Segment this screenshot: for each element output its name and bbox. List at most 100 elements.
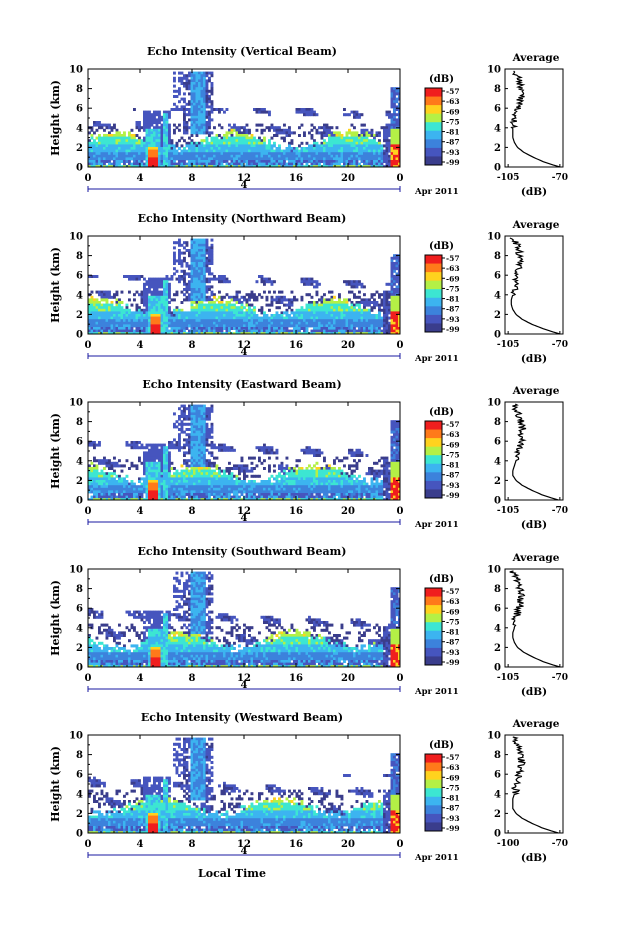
heatmap-cell [278, 126, 281, 130]
heatmap-cell [355, 113, 359, 117]
heatmap-cell [143, 149, 146, 153]
heatmap-cell [248, 165, 251, 167]
heatmap-cell [360, 314, 364, 317]
heatmap-cell [298, 314, 301, 317]
heatmap-cell [210, 139, 214, 143]
heatmap-cell [178, 275, 181, 278]
heatmap-cell [173, 298, 176, 302]
heatmap-cell [193, 327, 196, 330]
heatmap-cell [355, 144, 359, 148]
heatmap-cell [263, 319, 266, 323]
heatmap-cell [160, 306, 164, 310]
heatmap-cell [188, 267, 191, 271]
heatmap-cell [205, 102, 209, 106]
heatmap-cell [320, 295, 324, 299]
heatmap-cell [193, 123, 196, 127]
heatmap-cell [195, 162, 199, 166]
heatmap-cell [170, 144, 174, 148]
heatmap-cell [143, 469, 146, 473]
heatmap-cell [165, 482, 169, 486]
heatmap-cell [203, 162, 206, 166]
heatmap-cell [125, 306, 129, 310]
heatmap-cell [278, 321, 281, 325]
heatmap-cell [253, 319, 256, 323]
heatmap-cell [168, 154, 171, 158]
heatmap-cell [303, 314, 306, 317]
heatmap-cell [233, 324, 236, 328]
heatmap-cell [260, 139, 264, 143]
heatmap-cell [138, 324, 141, 328]
heatmap-cell [383, 314, 386, 317]
heatmap-cell [340, 303, 344, 307]
heatmap-cell [263, 165, 266, 167]
heatmap-cell [195, 144, 199, 148]
heatmap-cell [290, 311, 294, 315]
heatmap-cell [98, 461, 101, 465]
heatmap-cell [180, 97, 184, 101]
heatmap-cell [198, 141, 201, 145]
heatmap-cell [210, 157, 214, 161]
heatmap-cell [398, 115, 400, 119]
heatmap-cell [250, 165, 254, 167]
heatmap-cell [140, 126, 144, 130]
heatmap-cell [383, 303, 386, 307]
heatmap-cell [165, 456, 169, 460]
heatmap-cell [385, 154, 389, 158]
heatmap-cell [203, 285, 206, 289]
heatmap-cell [133, 443, 136, 447]
heatmap-cell [150, 118, 154, 122]
heatmap-cell [365, 329, 369, 333]
heatmap-cell [318, 162, 321, 166]
heatmap-cell [395, 290, 399, 294]
heatmap-cell [200, 97, 204, 101]
heatmap-cell [205, 264, 209, 268]
heatmap-cell [158, 332, 161, 334]
heatmap-cell [143, 139, 146, 143]
heatmap-cell [155, 451, 159, 455]
heatmap-cell [113, 139, 116, 143]
heatmap-cell [283, 131, 286, 135]
heatmap-cell [248, 324, 251, 328]
heatmap-cell [265, 327, 269, 330]
heatmap-cell [108, 477, 111, 481]
heatmap-cell [108, 147, 111, 150]
heatmap-cell [265, 144, 269, 148]
heatmap-cell [93, 487, 96, 491]
heatmap-cell [365, 141, 369, 145]
heatmap-cell [353, 282, 356, 286]
heatmap-cell [213, 314, 216, 317]
heatmap-cell [163, 144, 166, 148]
heatmap-cell [145, 141, 149, 145]
heatmap-cell [195, 306, 199, 310]
heatmap-cell [173, 154, 176, 158]
heatmap-cell [213, 316, 216, 320]
heatmap-cell [198, 308, 201, 312]
heatmap-cell [90, 327, 94, 330]
heatmap-cell [118, 303, 121, 307]
heatmap-cell [145, 467, 149, 470]
heatmap-cell [323, 134, 326, 137]
heatmap-cell [153, 113, 156, 117]
heatmap-cell [170, 147, 174, 150]
heatmap-cell [195, 282, 199, 286]
heatmap-cell [88, 314, 91, 317]
heatmap-cell [90, 162, 94, 166]
heatmap-cell [108, 487, 111, 491]
heatmap-cell [123, 149, 126, 153]
heatmap-cell [173, 251, 176, 255]
heatmap-cell [198, 316, 201, 320]
heatmap-cell [303, 311, 306, 315]
heatmap-cell [88, 152, 91, 156]
heatmap-cell [398, 269, 400, 273]
heatmap-cell [138, 446, 141, 450]
heatmap-cell [145, 487, 149, 491]
heatmap-cell [210, 285, 214, 289]
heatmap-cell [328, 134, 331, 137]
heatmap-cell [393, 332, 396, 334]
heatmap-cell [208, 272, 211, 276]
heatmap-cell [395, 264, 399, 268]
heatmap-cell [293, 157, 296, 161]
heatmap-cell [245, 136, 249, 140]
heatmap-cell [148, 314, 151, 317]
heatmap-cell [288, 149, 291, 153]
